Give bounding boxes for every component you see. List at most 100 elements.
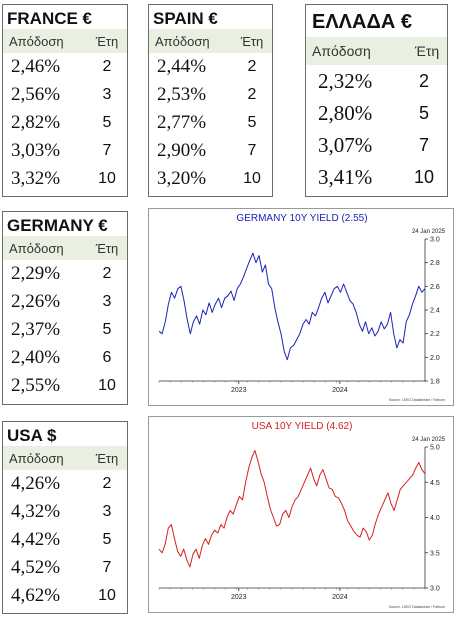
table-row: 3,32% 10 bbox=[3, 165, 127, 193]
column-header-years: Έτη bbox=[414, 43, 440, 59]
column-header-years: Έτη bbox=[240, 33, 264, 49]
yield-value: 2,77% bbox=[157, 112, 207, 133]
greece-yield-table: ΕΛΛΑΔΑ € Απόδοση Έτη 2,32% 2 2,80% 5 3,07% 7 3… bbox=[305, 4, 448, 197]
yield-value: 2,32% bbox=[318, 68, 373, 93]
yield-value: 2,90% bbox=[157, 140, 207, 161]
y-tick-label: 2.8 bbox=[430, 260, 440, 267]
maturity-years: 7 bbox=[102, 142, 112, 159]
usa-table-header: Απόδοση Έτη bbox=[3, 446, 127, 470]
maturity-years: 2 bbox=[102, 58, 112, 75]
column-header-yield: Απόδοση bbox=[312, 43, 371, 59]
germany-yield-line bbox=[158, 252, 426, 361]
yield-value: 4,52% bbox=[11, 557, 61, 578]
maturity-years: 10 bbox=[98, 170, 116, 187]
yield-value: 3,03% bbox=[11, 140, 61, 161]
table-row: 3,41% 10 bbox=[306, 161, 447, 193]
table-row: 2,26% 3 bbox=[3, 288, 127, 316]
y-tick-label: 4.0 bbox=[430, 515, 440, 522]
france-table-header: Απόδοση Έτη bbox=[3, 29, 127, 53]
table-row: 4,52% 7 bbox=[3, 554, 127, 582]
yield-value: 2,56% bbox=[11, 84, 61, 105]
greece-table-title: ΕΛΛΑΔΑ € bbox=[312, 11, 412, 33]
maturity-years: 7 bbox=[247, 142, 257, 159]
column-header-years: Έτη bbox=[95, 33, 119, 49]
maturity-years: 2 bbox=[102, 475, 112, 492]
column-header-years: Έτη bbox=[95, 240, 119, 256]
table-row: 4,42% 5 bbox=[3, 526, 127, 554]
table-row: 2,46% 2 bbox=[3, 53, 127, 81]
maturity-years: 10 bbox=[98, 377, 116, 394]
maturity-years: 7 bbox=[102, 559, 112, 576]
france-yield-table: FRANCE € Απόδοση Έτη 2,46% 2 2,56% 3 2,82% 5 3… bbox=[2, 4, 128, 197]
table-row: 2,29% 2 bbox=[3, 260, 127, 288]
usa-chart-source: Source: LSEG Datastream / Fathom bbox=[389, 605, 445, 609]
usa-yield-line bbox=[158, 450, 426, 568]
yield-value: 2,26% bbox=[11, 291, 61, 312]
y-tick-label: 4.5 bbox=[430, 480, 440, 487]
table-row: 3,20% 10 bbox=[149, 165, 272, 193]
yield-value: 2,80% bbox=[318, 100, 373, 125]
x-tick-label: 2024 bbox=[332, 594, 348, 601]
yield-value: 4,32% bbox=[11, 501, 61, 522]
greece-table-body: 2,32% 2 2,80% 5 3,07% 7 3,41% 10 bbox=[306, 65, 447, 193]
germany-table-body: 2,29% 2 2,26% 3 2,37% 5 2,40% 6 2,55% 10 bbox=[3, 260, 127, 400]
yield-value: 4,26% bbox=[11, 473, 61, 494]
table-row: 2,40% 6 bbox=[3, 344, 127, 372]
usa-chart-svg: USA 10Y YIELD (4.62) 24 Jan 2025 3.0 3.5 4.0… bbox=[158, 421, 446, 609]
table-row: 2,32% 2 bbox=[306, 65, 447, 97]
maturity-years: 5 bbox=[102, 321, 112, 338]
yield-value: 3,20% bbox=[157, 168, 207, 189]
table-row: 4,62% 10 bbox=[3, 582, 127, 610]
yield-value: 3,41% bbox=[318, 164, 373, 189]
x-tick-label: 2023 bbox=[231, 387, 247, 394]
yield-value: 2,55% bbox=[11, 375, 61, 396]
germany-10y-yield-chart: GERMANY 10Y YIELD (2.55) 24 Jan 2025 1.8 2.… bbox=[148, 208, 454, 406]
spain-table-body: 2,44% 2 2,53% 2 2,77% 5 2,90% 7 3,20% 10 bbox=[149, 53, 272, 193]
y-tick-label: 2.6 bbox=[430, 284, 440, 291]
table-row: 4,32% 3 bbox=[3, 498, 127, 526]
germany-table-title: GERMANY € bbox=[7, 216, 108, 235]
yield-value: 2,37% bbox=[11, 319, 61, 340]
maturity-years: 3 bbox=[102, 503, 112, 520]
yield-value: 3,32% bbox=[11, 168, 61, 189]
yield-value: 2,29% bbox=[11, 263, 61, 284]
maturity-years: 10 bbox=[413, 166, 435, 187]
maturity-years: 5 bbox=[247, 114, 257, 131]
yield-value: 2,82% bbox=[11, 112, 61, 133]
y-tick-label: 5.0 bbox=[430, 445, 440, 452]
y-tick-label: 2.4 bbox=[430, 308, 440, 315]
germany-chart-source: Source: LSEG Datastream / Fathom bbox=[389, 398, 445, 402]
y-tick-label: 3.0 bbox=[430, 237, 440, 244]
table-row: 2,82% 5 bbox=[3, 109, 127, 137]
y-tick-label: 3.5 bbox=[430, 550, 440, 557]
usa-table-title: USA $ bbox=[7, 426, 57, 445]
germany-chart-date: 24 Jan 2025 bbox=[412, 229, 446, 235]
spain-yield-table: SPAIN € Απόδοση Έτη 2,44% 2 2,53% 2 2,77% 5 2,… bbox=[148, 4, 273, 197]
spain-table-title: SPAIN € bbox=[153, 9, 218, 28]
yield-value: 2,40% bbox=[11, 347, 61, 368]
usa-table-body: 4,26% 2 4,32% 3 4,42% 5 4,52% 7 4,62% 10 bbox=[3, 470, 127, 610]
germany-chart-title: GERMANY 10Y YIELD (2.55) bbox=[236, 213, 367, 224]
table-row: 2,56% 3 bbox=[3, 81, 127, 109]
yield-value: 2,53% bbox=[157, 84, 207, 105]
spain-table-header: Απόδοση Έτη bbox=[149, 29, 272, 53]
maturity-years: 5 bbox=[102, 114, 112, 131]
y-tick-label: 3.0 bbox=[430, 586, 440, 593]
maturity-years: 3 bbox=[102, 293, 112, 310]
usa-yield-table: USA $ Απόδοση Έτη 4,26% 2 4,32% 3 4,42% 5 4,52… bbox=[2, 421, 128, 614]
table-row: 4,26% 2 bbox=[3, 470, 127, 498]
column-header-yield: Απόδοση bbox=[9, 450, 64, 466]
maturity-years: 5 bbox=[418, 102, 429, 123]
table-row: 2,77% 5 bbox=[149, 109, 272, 137]
table-row: 3,03% 7 bbox=[3, 137, 127, 165]
table-row: 2,90% 7 bbox=[149, 137, 272, 165]
usa-chart-date: 24 Jan 2025 bbox=[412, 437, 446, 443]
maturity-years: 2 bbox=[102, 265, 112, 282]
maturity-years: 10 bbox=[243, 170, 261, 187]
maturity-years: 6 bbox=[102, 349, 112, 366]
maturity-years: 2 bbox=[247, 58, 257, 75]
maturity-years: 3 bbox=[102, 86, 112, 103]
column-header-yield: Απόδοση bbox=[9, 240, 64, 256]
yield-value: 4,62% bbox=[11, 585, 61, 606]
table-row: 2,44% 2 bbox=[149, 53, 272, 81]
